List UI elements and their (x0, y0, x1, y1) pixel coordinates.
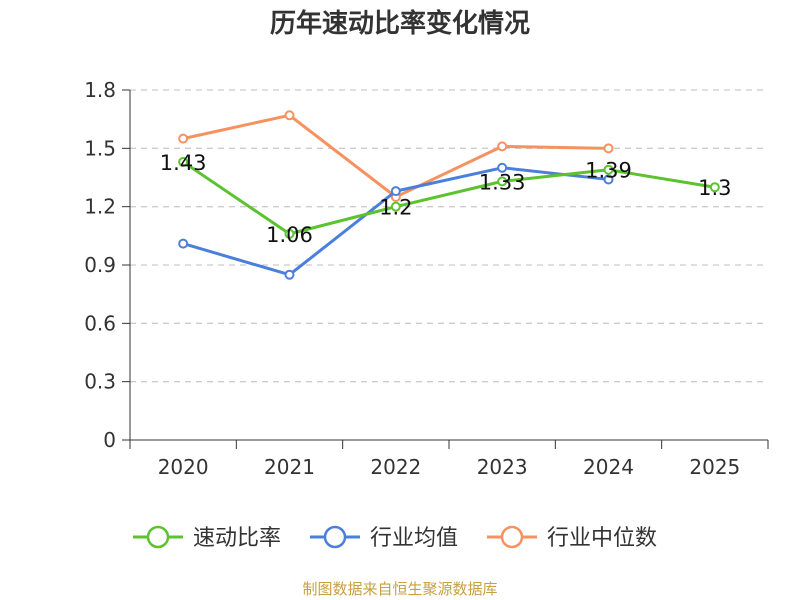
data-point (497, 141, 508, 152)
x-tick-label: 2023 (477, 455, 528, 479)
data-label: 1.39 (585, 159, 632, 183)
data-label: 1.43 (160, 151, 207, 175)
y-tick-label: 1.5 (84, 136, 116, 160)
x-tick-label: 2025 (689, 455, 740, 479)
y-tick-label: 0 (103, 428, 116, 452)
y-tick-label: 0.6 (84, 311, 116, 335)
data-point (497, 176, 508, 187)
data-point (284, 110, 295, 121)
source-note: 制图数据来自恒生聚源数据库 (302, 580, 498, 598)
data-point (603, 174, 614, 185)
data-point (284, 269, 295, 280)
y-tick-label: 0.3 (84, 370, 116, 394)
data-labels: 1.43 1.06 1.2 1.33 1.39 1.3 (160, 151, 732, 247)
data-point (709, 182, 720, 193)
data-label: 1.33 (479, 170, 526, 194)
data-label: 1.3 (698, 176, 731, 200)
chart-title: 历年速动比率变化情况 (269, 9, 530, 39)
legend-swatch-marker (500, 525, 524, 549)
series-line (182, 166, 609, 277)
data-point (178, 133, 189, 144)
series-line (182, 113, 609, 199)
legend-swatch-marker (146, 525, 170, 549)
grid-lines (130, 89, 768, 383)
legend-label: 行业均值 (370, 526, 458, 551)
y-tick-label: 1.8 (84, 78, 116, 102)
series-lines (178, 110, 720, 280)
data-label: 1.2 (379, 196, 412, 220)
data-point (390, 186, 401, 197)
data-label: 1.06 (266, 223, 313, 247)
data-point (497, 162, 508, 173)
data-point (603, 143, 614, 154)
y-tick-label: 1.2 (84, 195, 116, 219)
legend-swatch-marker (323, 525, 347, 549)
data-point (178, 156, 189, 167)
data-point (390, 201, 401, 212)
data-point (603, 164, 614, 175)
x-tick-label: 2021 (264, 455, 315, 479)
y-tick-label: 0.9 (84, 253, 116, 277)
series-line (182, 160, 716, 236)
x-tick-label: 2020 (158, 455, 209, 479)
legend: 速动比率 行业均值 行业中位数 (133, 525, 657, 551)
legend-label: 行业中位数 (547, 526, 657, 551)
data-point (178, 238, 189, 249)
x-tick-label: 2024 (583, 455, 634, 479)
data-point (284, 228, 295, 239)
x-tick-label: 2022 (370, 455, 421, 479)
axes: 0 0.3 0.6 0.9 1.2 1.5 1.8 2020 2021 2022 2023 2024 2… (84, 78, 769, 479)
legend-label: 速动比率 (193, 526, 281, 551)
